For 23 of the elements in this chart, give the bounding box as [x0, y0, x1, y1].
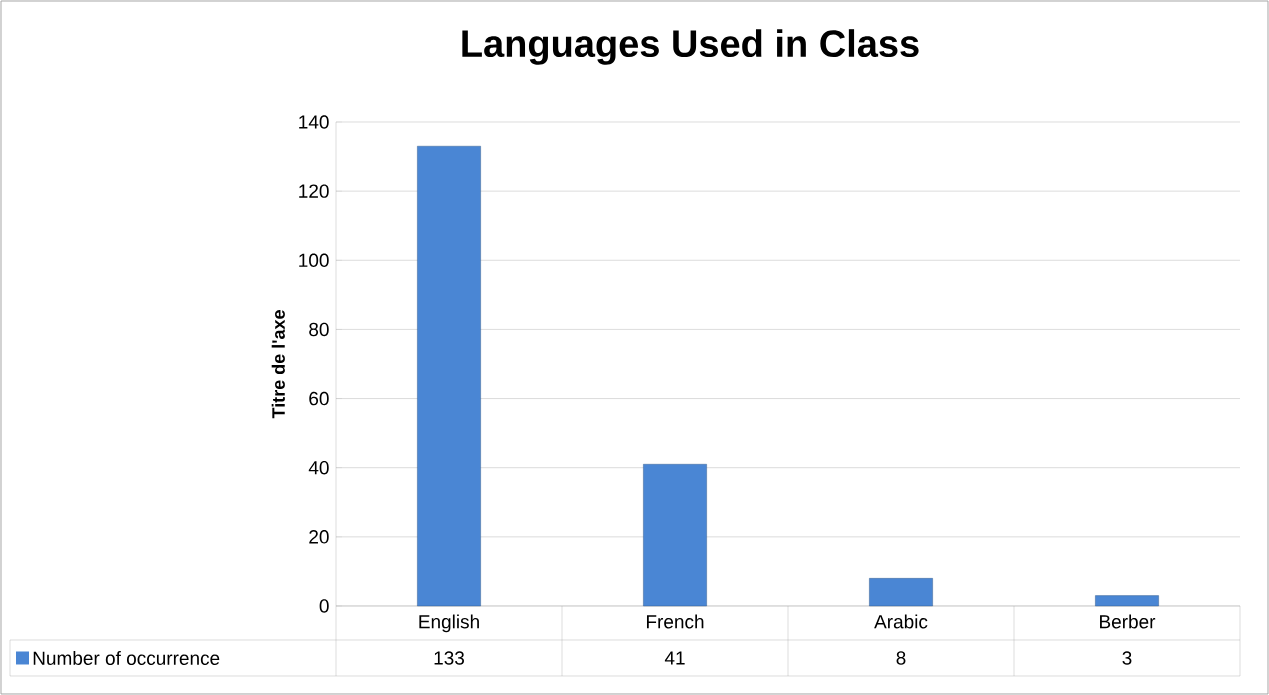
y-tick-label: 80 [309, 322, 329, 337]
x-tick-label: Arabic [874, 614, 928, 629]
y-axis-title: Titre de l'axe [271, 310, 285, 419]
x-tick-label: Berber [1100, 614, 1156, 629]
y-tick-label: 140 [299, 115, 329, 129]
y-tick-label: 100 [299, 253, 329, 267]
bar [643, 464, 707, 607]
bar [1095, 595, 1159, 607]
data-label: 133 [434, 651, 465, 665]
y-tick-label: 60 [309, 391, 329, 406]
y-tick-label: 0 [319, 599, 329, 613]
y-tick-label: 120 [299, 184, 329, 198]
chart-title: Languages Used in Class [462, 29, 919, 65]
data-label: 41 [664, 651, 685, 665]
x-tick-label: French [646, 614, 704, 629]
y-tick-label: 20 [309, 530, 329, 544]
x-tick-label: English [419, 614, 479, 633]
legend-label: Number of occurrence [33, 651, 220, 665]
bar [417, 145, 481, 607]
data-label: 8 [896, 651, 906, 665]
data-label: 3 [1122, 651, 1132, 665]
bar [869, 578, 933, 607]
y-tick-label: 40 [308, 460, 329, 475]
